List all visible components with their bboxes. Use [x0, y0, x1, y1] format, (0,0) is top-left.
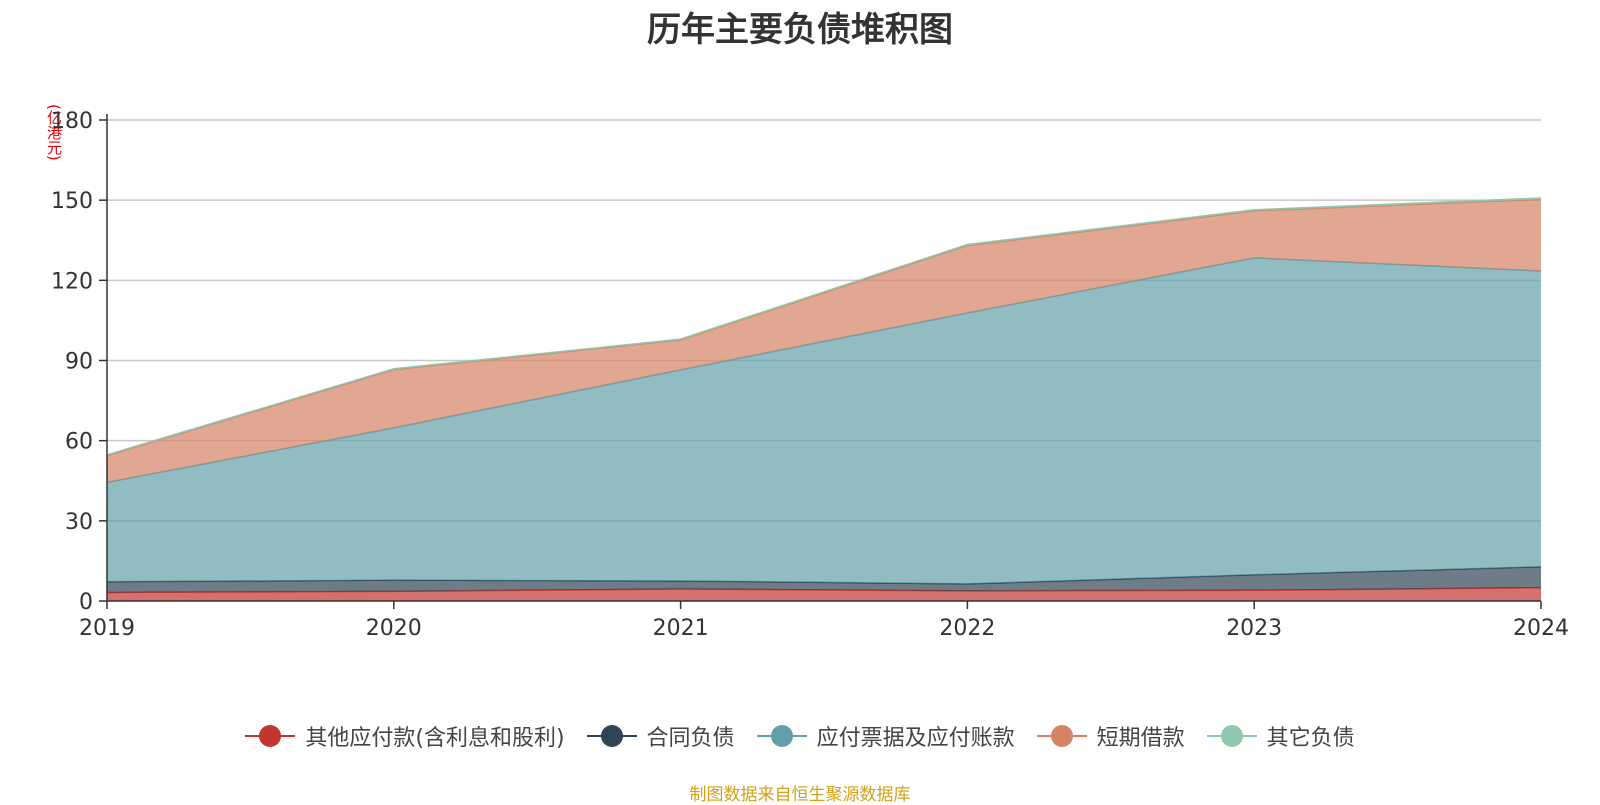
y-tick-label: 0: [79, 590, 93, 615]
y-tick-label: 30: [65, 510, 93, 535]
x-tick-label: 2020: [366, 616, 422, 641]
legend-symbol-icon: [756, 725, 807, 747]
legend-label: 合同负债: [646, 726, 735, 751]
x-tick-label: 2022: [939, 616, 995, 641]
legend-label: 短期借款: [1096, 726, 1185, 751]
legend-symbol-icon: [1206, 725, 1257, 747]
legend-item[interactable]: 其他应付款(含利息和股利): [245, 720, 565, 752]
legend-label: 其他应付款(含利息和股利): [305, 726, 565, 751]
legend-item[interactable]: 其它负债: [1206, 720, 1355, 752]
chart-title: 历年主要负债堆积图: [647, 10, 953, 50]
area-series: [106, 197, 1542, 601]
y-axis-unit-label: (亿港元): [45, 104, 63, 161]
axes: 0 30 60 90 120 150 180 2019 2020 2021 2022 2023 2024: [51, 109, 1569, 641]
y-tick-label: 90: [65, 350, 93, 375]
legend-symbol-icon: [245, 725, 296, 747]
legend-label: 应付票据及应付账款: [816, 726, 1015, 751]
series-line-4: [106, 197, 1542, 456]
area-3[interactable]: [107, 199, 1541, 483]
y-tick-label: 150: [51, 189, 93, 214]
x-tick-label: 2024: [1513, 616, 1569, 641]
legend-item[interactable]: 短期借款: [1036, 720, 1185, 752]
legend: 其他应付款(含利息和股利) 合同负债 应付票据及应付账款 短期借款 其它负债: [0, 716, 1600, 756]
area-2[interactable]: [107, 257, 1541, 584]
source-note: 制图数据来自恒生聚源数据库: [689, 785, 911, 805]
legend-label: 其它负债: [1266, 726, 1355, 751]
y-tick-label: 120: [51, 269, 93, 294]
legend-item[interactable]: 应付票据及应付账款: [756, 720, 1015, 752]
legend-symbol-icon: [586, 725, 637, 747]
legend-symbol-icon: [1036, 725, 1087, 747]
area-1[interactable]: [107, 566, 1541, 593]
x-tick-label: 2021: [653, 616, 709, 641]
x-tick-label: 2019: [79, 616, 135, 641]
x-tick-label: 2023: [1226, 616, 1282, 641]
y-tick-label: 60: [65, 430, 93, 455]
y-tick-label: 180: [51, 109, 93, 134]
legend-item[interactable]: 合同负债: [586, 720, 735, 752]
